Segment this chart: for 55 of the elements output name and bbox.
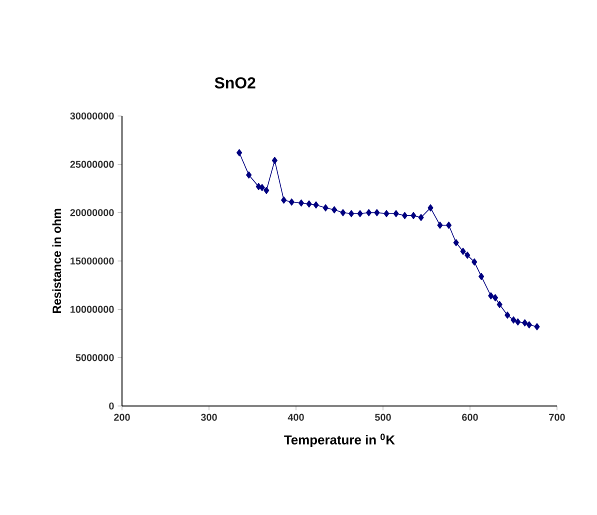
- point: [515, 318, 521, 326]
- point: [298, 199, 304, 207]
- point: [281, 196, 287, 204]
- y-tick-label: 0: [109, 402, 114, 410]
- point: [460, 248, 466, 255]
- y-tick-label: 20000000: [70, 209, 114, 216]
- y-tick-label: 30000000: [70, 112, 114, 120]
- point: [357, 210, 363, 218]
- y-tick-label: 25000000: [70, 160, 114, 168]
- point: [288, 198, 294, 206]
- point: [246, 171, 252, 179]
- y-axis-title: Resistance in ohm: [52, 208, 62, 314]
- point: [340, 209, 346, 216]
- point: [510, 316, 516, 324]
- point: [488, 292, 494, 300]
- point: [492, 294, 498, 302]
- point: [453, 239, 459, 246]
- x-tick-label: 300: [200, 414, 217, 421]
- point: [472, 258, 478, 266]
- point: [384, 210, 390, 218]
- point: [437, 222, 443, 229]
- point: [410, 212, 416, 220]
- point: [504, 312, 510, 319]
- chart-title: SnO2: [214, 77, 256, 88]
- point: [313, 201, 319, 209]
- point: [428, 204, 434, 212]
- point: [264, 186, 270, 194]
- point: [526, 321, 532, 328]
- point: [306, 200, 312, 208]
- x-tick-label: 200: [114, 414, 130, 421]
- y-tick-label: 15000000: [70, 257, 114, 265]
- x-tick-label: 700: [549, 414, 565, 421]
- point: [464, 252, 470, 259]
- x-tick-label: 600: [462, 414, 478, 421]
- point: [374, 209, 380, 216]
- x-tick-label: 400: [288, 414, 304, 421]
- point: [496, 300, 502, 308]
- point: [236, 149, 242, 156]
- point: [331, 206, 338, 214]
- x-tick-label: 500: [375, 414, 391, 421]
- point: [402, 212, 408, 220]
- point: [259, 184, 265, 192]
- point: [418, 214, 424, 222]
- point: [348, 210, 354, 218]
- point: [522, 319, 528, 326]
- point: [534, 323, 540, 330]
- y-tick-label: 5000000: [76, 354, 114, 362]
- point: [366, 209, 372, 216]
- y-tick-label: 10000000: [70, 306, 114, 313]
- point: [393, 210, 399, 218]
- point: [272, 156, 278, 164]
- point: [322, 204, 328, 212]
- point: [478, 272, 484, 280]
- x-axis-title: Temperature in $^{0}$K: [284, 434, 395, 448]
- point: [446, 222, 452, 229]
